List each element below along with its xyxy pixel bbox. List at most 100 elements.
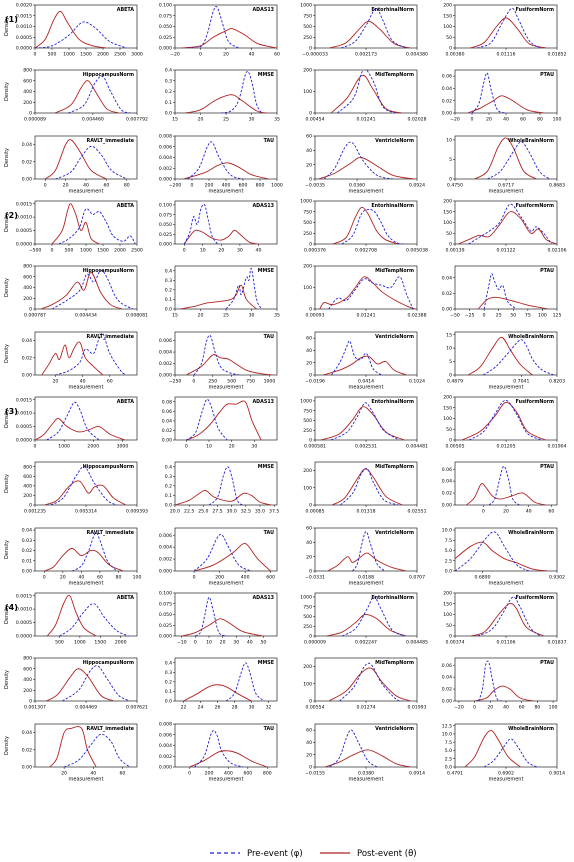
x-tick-label: 2000	[114, 248, 126, 254]
y-tick-label: 0.02	[22, 548, 32, 554]
y-tick-label: 100	[303, 681, 312, 687]
panel-frame	[174, 135, 278, 180]
y-tick-label: 5	[449, 157, 452, 163]
series-pre-line	[477, 596, 541, 636]
x-axis-label: measurement	[489, 385, 524, 391]
y-tick-label: 0.0	[445, 765, 452, 771]
panel-title: WholeBrainNorm	[508, 138, 554, 144]
panel-title: ADAS13	[252, 7, 274, 13]
y-tick-label: 250	[303, 35, 312, 41]
y-tick-label: 0.004	[159, 545, 172, 551]
x-axis-label: measurement	[209, 581, 244, 587]
y-tick-label: 0.3	[165, 278, 172, 284]
x-tick-label: 0.005314	[75, 509, 97, 515]
x-tick-label: 20	[198, 313, 204, 319]
x-tick-label: 30	[233, 640, 239, 646]
series-group	[467, 72, 545, 113]
panel-title: ABETA	[117, 399, 135, 405]
y-tick-label: 250	[303, 231, 312, 237]
x-tick-label: 0.0380	[358, 771, 374, 777]
series-group	[330, 70, 403, 113]
x-tick-label: 0.02388	[408, 313, 427, 319]
x-tick-label: 0.01205	[497, 444, 516, 450]
y-tick-label: 0.00	[22, 177, 32, 183]
x-tick-label: 32	[266, 705, 272, 711]
x-tick-label: 60	[548, 509, 554, 515]
panel-adas13: −20 0 20 40 60 0.000 0.025 0.050 0.075 0.100 ADAS1…	[159, 3, 280, 58]
x-tick-label: 0.000009	[304, 640, 326, 646]
x-tick-label: −200	[169, 183, 182, 189]
y-tick-label: 0.01	[22, 558, 32, 564]
series-post-line	[328, 667, 411, 701]
y-axis-label: Density	[4, 17, 10, 36]
x-tick-label: 0.000089	[24, 117, 46, 123]
x-tick-label: 1000	[271, 183, 283, 189]
y-tick-label: 0.04	[162, 418, 172, 424]
series-group	[455, 531, 548, 571]
y-tick-label: 200	[303, 468, 312, 474]
panel-title: EntorhinalNorm	[371, 203, 414, 209]
series-pre-line	[55, 332, 127, 375]
series-post-line	[322, 355, 407, 375]
x-tick-label: 0.004460	[82, 117, 104, 123]
panel-title: MidTempNorm	[375, 660, 414, 666]
panel-frame	[314, 69, 418, 114]
y-axis-label: Density	[4, 474, 10, 493]
series-group	[466, 465, 546, 505]
y-tick-label: 100	[443, 416, 452, 422]
series-pre-line	[455, 531, 530, 571]
x-tick-label: 25	[496, 313, 502, 319]
y-axis-label: Density	[4, 605, 10, 624]
x-axis-label: measurement	[69, 777, 104, 783]
panel-title: RAVLT_immediate	[87, 726, 135, 732]
panel-title: HippocampusNorm	[83, 268, 134, 274]
x-tick-label: 0.4791	[447, 771, 463, 777]
x-tick-label: 400	[241, 575, 250, 581]
x-tick-label: 20	[60, 575, 66, 581]
x-tick-label: 1500	[97, 248, 109, 254]
y-tick-label: 0.04	[22, 528, 32, 534]
y-tick-label: 0.004	[159, 743, 172, 749]
y-tick-label: 600	[23, 666, 32, 672]
x-tick-label: 15	[172, 117, 178, 123]
panel-title: RAVLT_immediate	[87, 138, 135, 144]
series-group	[44, 466, 127, 505]
series-post-line	[185, 94, 267, 113]
series-pre-line	[62, 665, 131, 701]
series-group	[180, 267, 263, 309]
x-tick-label: 0.9302	[549, 575, 565, 581]
y-tick-label: 0.004	[159, 155, 172, 161]
x-tick-label: 10	[200, 248, 206, 254]
y-tick-label: 0.100	[159, 203, 172, 209]
panel-frame	[34, 265, 138, 310]
panel-frame	[454, 200, 558, 245]
x-tick-label: 26	[215, 705, 221, 711]
y-tick-label: 60	[306, 728, 312, 734]
y-tick-label: 5.0	[445, 548, 452, 554]
y-tick-label: 0.1	[165, 297, 172, 303]
y-tick-label: 750	[303, 604, 312, 610]
series-group	[46, 595, 130, 636]
panel-title: ADAS13	[252, 399, 274, 405]
y-tick-label: 200	[23, 688, 32, 694]
y-tick-label: 0	[449, 242, 452, 248]
series-group	[175, 466, 272, 505]
series-pre-line	[478, 660, 503, 701]
y-tick-label: 0.04	[442, 86, 452, 92]
panel-frame	[314, 4, 418, 49]
x-axis-label: measurement	[349, 777, 384, 783]
series-post-line	[186, 354, 274, 375]
panel-frame	[174, 592, 278, 637]
y-tick-label: 0.3	[165, 474, 172, 480]
series-post-line	[44, 548, 124, 571]
y-tick-label: 50	[446, 231, 452, 237]
panel-adas13: −10 0 10 20 30 40 50 0.000 0.025 0.050 0.075 0.100 A…	[159, 591, 278, 646]
x-tick-label: 32.5	[241, 509, 251, 515]
series-pre-line	[331, 340, 382, 375]
y-tick-label: 200	[23, 100, 32, 106]
panel-frame	[174, 657, 278, 702]
x-axis-label: measurement	[349, 385, 384, 391]
y-tick-label: 0	[309, 569, 312, 575]
x-tick-label: 0	[192, 379, 195, 385]
series-pre-line	[330, 402, 400, 440]
